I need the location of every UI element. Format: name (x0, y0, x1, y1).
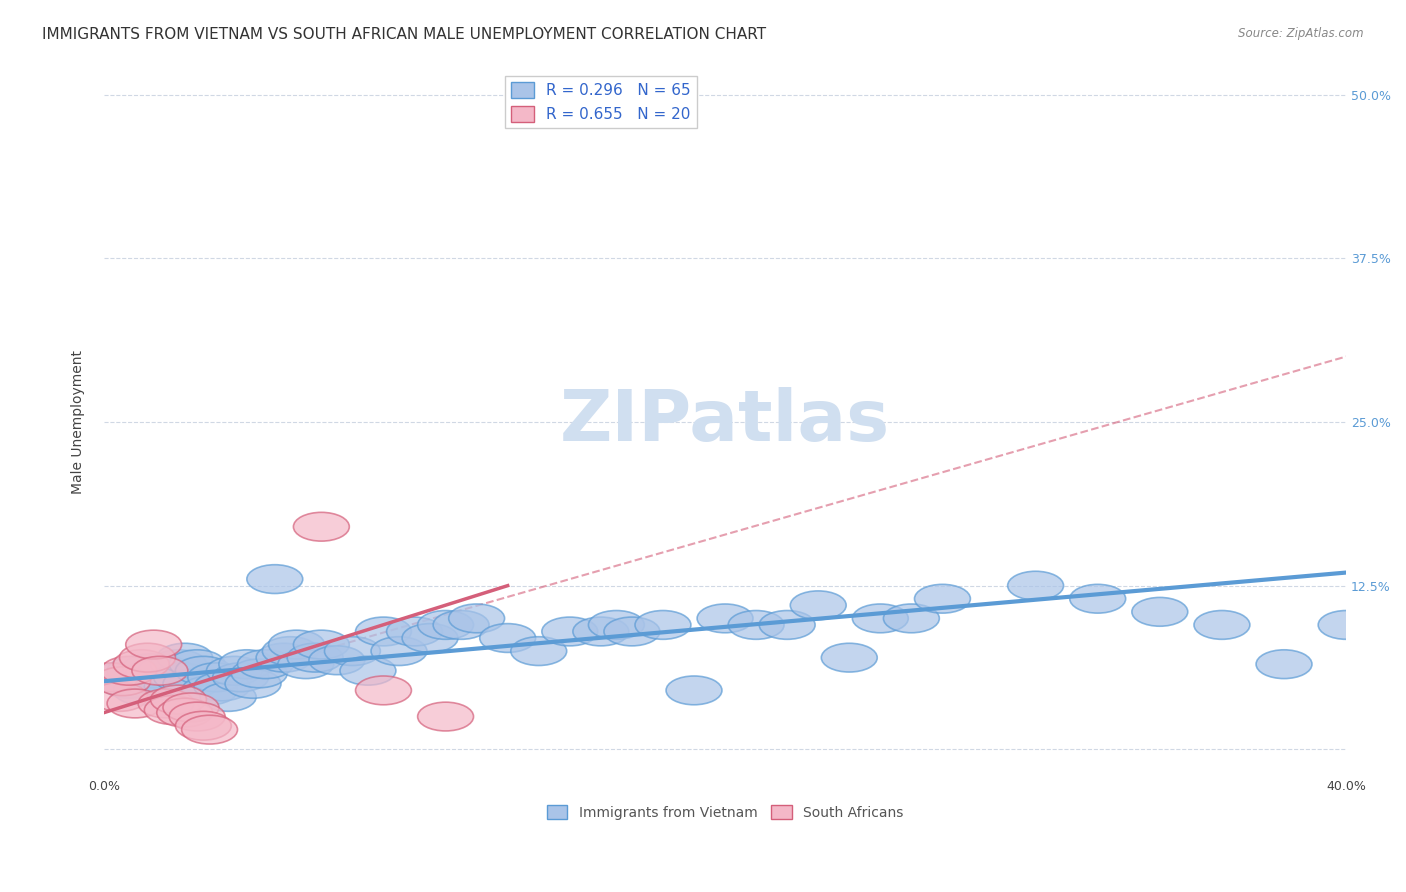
Ellipse shape (176, 657, 232, 685)
Text: ZIPatlas: ZIPatlas (560, 387, 890, 457)
Ellipse shape (138, 657, 194, 685)
Ellipse shape (356, 676, 412, 705)
Ellipse shape (163, 693, 219, 722)
Ellipse shape (247, 565, 302, 593)
Ellipse shape (666, 676, 721, 705)
Ellipse shape (325, 637, 381, 665)
Ellipse shape (207, 657, 263, 685)
Ellipse shape (169, 649, 225, 679)
Ellipse shape (387, 617, 443, 646)
Ellipse shape (238, 649, 294, 679)
Ellipse shape (697, 604, 754, 632)
Ellipse shape (433, 610, 489, 640)
Ellipse shape (232, 659, 287, 688)
Ellipse shape (572, 617, 628, 646)
Ellipse shape (132, 667, 188, 696)
Ellipse shape (138, 690, 194, 718)
Ellipse shape (269, 630, 325, 659)
Ellipse shape (107, 657, 163, 685)
Y-axis label: Male Unemployment: Male Unemployment (72, 350, 86, 494)
Ellipse shape (194, 672, 250, 701)
Ellipse shape (294, 630, 349, 659)
Ellipse shape (371, 637, 427, 665)
Ellipse shape (356, 617, 412, 646)
Ellipse shape (449, 604, 505, 632)
Ellipse shape (256, 643, 312, 672)
Ellipse shape (157, 643, 212, 672)
Ellipse shape (101, 657, 157, 685)
Ellipse shape (101, 669, 157, 698)
Ellipse shape (212, 663, 269, 691)
Ellipse shape (759, 610, 815, 640)
Ellipse shape (219, 649, 274, 679)
Ellipse shape (132, 657, 188, 685)
Ellipse shape (114, 676, 169, 705)
Ellipse shape (790, 591, 846, 620)
Ellipse shape (309, 646, 364, 674)
Ellipse shape (181, 676, 238, 705)
Ellipse shape (91, 682, 148, 711)
Ellipse shape (91, 663, 148, 691)
Text: IMMIGRANTS FROM VIETNAM VS SOUTH AFRICAN MALE UNEMPLOYMENT CORRELATION CHART: IMMIGRANTS FROM VIETNAM VS SOUTH AFRICAN… (42, 27, 766, 42)
Ellipse shape (150, 685, 207, 714)
Ellipse shape (1070, 584, 1126, 613)
Text: Source: ZipAtlas.com: Source: ZipAtlas.com (1239, 27, 1364, 40)
Ellipse shape (94, 667, 150, 696)
Ellipse shape (1319, 610, 1374, 640)
Ellipse shape (114, 649, 169, 679)
Ellipse shape (278, 649, 333, 679)
Ellipse shape (125, 630, 181, 659)
Ellipse shape (852, 604, 908, 632)
Ellipse shape (263, 637, 318, 665)
Legend: Immigrants from Vietnam, South Africans: Immigrants from Vietnam, South Africans (541, 799, 910, 825)
Ellipse shape (479, 624, 536, 652)
Ellipse shape (125, 659, 181, 688)
Ellipse shape (541, 617, 598, 646)
Ellipse shape (169, 702, 225, 731)
Ellipse shape (122, 654, 179, 682)
Ellipse shape (120, 643, 176, 672)
Ellipse shape (1008, 571, 1063, 600)
Ellipse shape (176, 711, 232, 740)
Ellipse shape (287, 643, 343, 672)
Ellipse shape (728, 610, 785, 640)
Ellipse shape (589, 610, 644, 640)
Ellipse shape (157, 698, 212, 727)
Ellipse shape (150, 649, 207, 679)
Ellipse shape (188, 663, 243, 691)
Ellipse shape (225, 669, 281, 698)
Ellipse shape (107, 690, 163, 718)
Ellipse shape (1194, 610, 1250, 640)
Ellipse shape (200, 682, 256, 711)
Ellipse shape (145, 696, 200, 724)
Ellipse shape (636, 610, 690, 640)
Ellipse shape (153, 663, 209, 691)
Ellipse shape (418, 610, 474, 640)
Ellipse shape (418, 702, 474, 731)
Ellipse shape (1132, 598, 1188, 626)
Ellipse shape (914, 584, 970, 613)
Ellipse shape (883, 604, 939, 632)
Ellipse shape (163, 669, 219, 698)
Ellipse shape (340, 657, 396, 685)
Ellipse shape (294, 512, 349, 541)
Ellipse shape (821, 643, 877, 672)
Ellipse shape (1256, 649, 1312, 679)
Ellipse shape (181, 715, 238, 744)
Ellipse shape (83, 663, 138, 691)
Ellipse shape (402, 624, 458, 652)
Ellipse shape (605, 617, 659, 646)
Ellipse shape (145, 672, 200, 701)
Ellipse shape (510, 637, 567, 665)
